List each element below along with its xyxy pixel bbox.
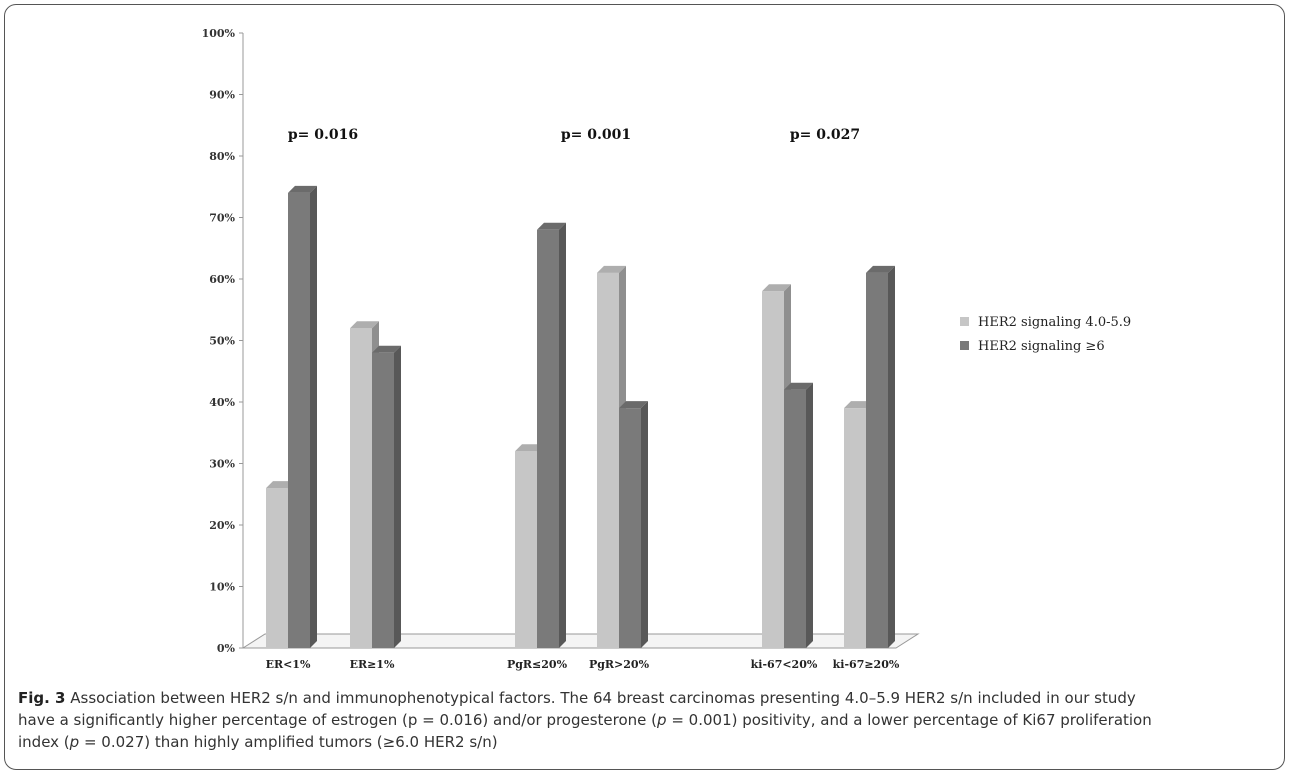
caption-line-3a: index ( [18,733,70,751]
bar-front [619,408,641,648]
figure-frame [4,4,1285,770]
bar-side [806,382,813,648]
caption-line-2-italic: p [657,711,667,729]
bar-side [641,401,648,648]
legend: HER2 signaling 4.0-5.9 HER2 signaling ≥6 [960,315,1131,354]
bar-front [762,291,784,648]
bar [784,382,813,648]
legend-label: HER2 signaling 4.0-5.9 [978,315,1131,330]
category-label: ki-67<20% [751,658,818,671]
bar [288,185,317,648]
category-label: ER<1% [266,658,311,671]
bar-top [515,444,544,452]
caption-line-2a: have a significantly higher percentage o… [18,711,658,729]
bar-front [288,192,310,648]
y-tick-label: 60% [209,273,235,286]
labels: 0% 10% 20% 30% 40% 50% 60% 70% 80% 90% 100% ER<1% ER… [202,27,900,671]
y-tick-label: 50% [209,335,235,348]
p-value-annotation: p= 0.001 [561,127,631,143]
bar-top [350,321,379,329]
caption-line-3b: = 0.027) than highly amplified tumors (≥… [79,733,498,751]
bar-chart: 0% 10% 20% 30% 40% 50% 60% 70% 80% 90% 100% ER<1% ER… [202,27,1132,671]
category-label: PgR≤20% [507,658,568,671]
bar-front [866,272,888,648]
y-tick-label: 70% [209,212,235,225]
legend-label: HER2 signaling ≥6 [978,339,1105,354]
caption-line-3-italic: p [69,733,80,751]
y-tick-label: 40% [209,396,235,409]
y-tick-label: 0% [217,642,236,655]
bar [619,401,648,648]
category-label: ki-67≥20% [833,658,900,671]
bar-top [288,185,317,193]
bar [866,265,895,648]
bar-top [762,284,791,292]
y-tick-label: 80% [209,150,235,163]
bar-front [266,488,288,648]
y-tick-label: 10% [209,581,235,594]
bar-front [350,328,372,648]
bar-top [372,345,401,353]
category-label: ER≥1% [350,658,395,671]
bar-front [844,408,866,648]
category-label: PgR>20% [589,658,650,671]
bar-front [372,352,394,648]
bar-side [559,222,566,649]
bar-top [537,222,566,230]
bar-top [784,382,813,390]
bars [266,185,895,649]
bar-top [844,401,873,409]
bar-front [597,272,619,648]
p-value-annotation: p= 0.027 [790,127,860,143]
y-tick-label: 90% [209,89,235,102]
bar-front [784,389,806,648]
bar-side [888,265,895,648]
bar-front [537,229,559,649]
bar-side [394,345,401,648]
bar-side [310,185,317,648]
bar-top [866,265,895,273]
bar [537,222,566,649]
chart-floor [241,633,920,649]
caption-line-1: Association between HER2 s/n and immunop… [65,689,1136,707]
p-value-annotation: p= 0.016 [288,127,358,143]
bar-top [266,481,295,489]
caption-line-2b: = 0.001) positivity, and a lower percent… [666,711,1152,729]
figure-caption: Fig. 3 Association between HER2 s/n and … [18,687,1268,753]
axes [239,32,920,649]
caption-label: Fig. 3 [18,689,66,707]
legend-swatch [960,341,969,350]
y-tick-label: 20% [209,519,235,532]
y-tick-label: 30% [209,458,235,471]
bar-top [619,401,648,409]
bar-front [515,451,537,648]
bar-top [597,265,626,273]
y-tick-label: 100% [202,27,236,40]
legend-swatch [960,317,969,326]
bar [372,345,401,648]
